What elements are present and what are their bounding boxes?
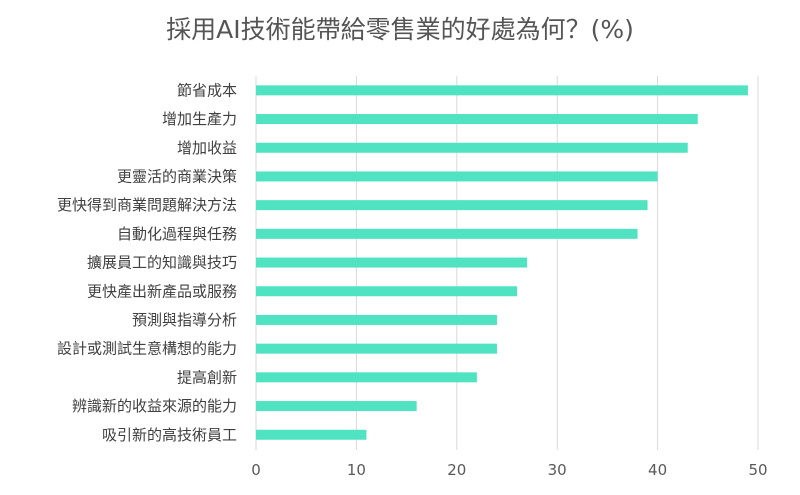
category-label: 辨識新的收益來源的能力 xyxy=(72,397,237,415)
category-label: 擴展員工的知識與技巧 xyxy=(87,254,237,272)
category-label: 節省成本 xyxy=(177,81,237,99)
bar xyxy=(256,171,658,182)
category-label: 預測與指導分析 xyxy=(132,311,237,329)
category-label: 提高創新 xyxy=(177,368,237,386)
bar xyxy=(256,401,417,412)
category-label: 更快產出新產品或服務 xyxy=(87,282,237,300)
category-label: 設計或測試生意構想的能力 xyxy=(57,340,237,358)
x-tick-label: 50 xyxy=(748,461,767,479)
bar xyxy=(256,200,648,211)
bar xyxy=(256,228,638,239)
category-label: 更快得到商業問題解決方法 xyxy=(57,196,237,214)
category-labels: 節省成本增加生產力增加收益更靈活的商業決策更快得到商業問題解決方法自動化過程與任… xyxy=(57,81,237,443)
bars xyxy=(256,85,748,440)
bar xyxy=(256,372,477,383)
x-tick-label: 40 xyxy=(648,461,667,479)
x-tick-label: 20 xyxy=(447,461,466,479)
category-label: 吸引新的高技術員工 xyxy=(102,426,237,444)
chart-title: 採用AI技術能帶給零售業的好處為何？(%) xyxy=(166,15,634,44)
bar xyxy=(256,286,518,297)
x-tick-labels: 0 10 20 30 40 50 xyxy=(251,461,767,479)
bar xyxy=(256,343,497,354)
x-tick-label: 10 xyxy=(347,461,366,479)
bar xyxy=(256,114,698,125)
category-label: 增加生產力 xyxy=(162,110,237,128)
x-tick-label: 30 xyxy=(548,461,567,479)
bar xyxy=(256,85,748,96)
bar xyxy=(256,429,367,440)
x-tick-label: 0 xyxy=(251,461,261,479)
bar xyxy=(256,142,688,153)
category-label: 自動化過程與任務 xyxy=(117,225,237,243)
bar xyxy=(256,257,528,268)
category-label: 增加收益 xyxy=(177,139,237,157)
category-label: 更靈活的商業決策 xyxy=(117,167,237,185)
bar xyxy=(256,314,497,325)
